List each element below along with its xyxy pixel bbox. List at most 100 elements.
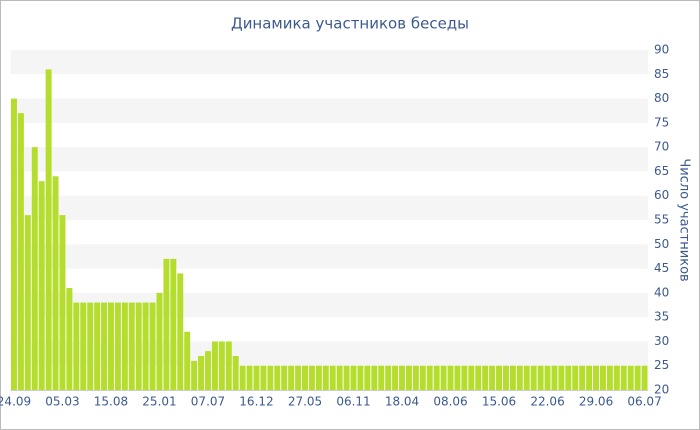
bar	[308, 365, 315, 390]
bar	[516, 365, 523, 390]
bar	[641, 365, 648, 390]
bar	[170, 258, 177, 390]
bar	[239, 365, 246, 390]
bar	[163, 258, 170, 390]
grid-band	[10, 195, 648, 220]
y-tick-label: 80	[654, 91, 669, 105]
bar	[135, 302, 142, 390]
y-axis-label: Число участников	[677, 158, 692, 281]
bar	[399, 365, 405, 390]
bar	[343, 365, 350, 390]
grid-band	[10, 244, 648, 269]
bar	[565, 365, 572, 390]
x-tick-label: 24.09	[0, 395, 31, 409]
bar	[392, 365, 399, 390]
bar	[121, 302, 128, 390]
bar	[66, 288, 73, 390]
x-tick-label: 08.06	[433, 395, 467, 409]
bar	[475, 365, 482, 390]
bar	[627, 365, 634, 390]
bar	[378, 365, 385, 390]
bar	[156, 292, 163, 390]
bar	[260, 365, 267, 390]
bar	[620, 365, 627, 390]
x-tick-label: 27.05	[288, 395, 322, 409]
bar	[295, 365, 302, 390]
y-tick-label: 35	[654, 310, 669, 324]
bar	[94, 302, 101, 390]
bar	[329, 365, 336, 390]
bar	[558, 365, 565, 390]
bar	[613, 365, 620, 390]
bar	[52, 176, 59, 390]
bar	[80, 302, 87, 390]
bar	[364, 365, 371, 390]
bar	[142, 302, 149, 390]
bar	[198, 356, 205, 390]
y-tick-label: 70	[654, 140, 669, 154]
bar	[336, 365, 343, 390]
bar	[10, 98, 17, 391]
bar	[38, 181, 45, 390]
bar	[482, 365, 489, 390]
bar	[530, 365, 537, 390]
bar	[315, 365, 322, 390]
bar	[184, 331, 191, 390]
bar	[302, 365, 308, 390]
x-tick-label: 15.08	[94, 395, 128, 409]
bar	[606, 365, 613, 390]
bar	[253, 365, 260, 390]
bar	[205, 351, 211, 390]
bar	[322, 365, 329, 390]
x-tick-label: 22.06	[530, 395, 564, 409]
bar	[599, 365, 606, 390]
bar	[385, 365, 392, 390]
x-tick-label: 15.06	[482, 395, 516, 409]
bar	[544, 365, 551, 390]
bar	[128, 302, 135, 390]
bar	[107, 302, 114, 390]
grid-band	[10, 98, 648, 123]
bar	[24, 215, 31, 390]
y-tick-label: 85	[654, 67, 669, 81]
bar	[211, 341, 218, 390]
bar	[225, 341, 232, 390]
bar	[177, 273, 184, 390]
x-tick-label: 25.01	[142, 395, 176, 409]
y-tick-label: 55	[654, 213, 669, 227]
y-tick-label: 50	[654, 237, 669, 251]
bar	[357, 365, 364, 390]
y-tick-label: 25	[654, 358, 669, 372]
x-tick-label: 06.11	[336, 395, 370, 409]
bar	[593, 365, 600, 390]
bar	[31, 147, 38, 390]
y-tick-label: 65	[654, 164, 669, 178]
bar	[191, 360, 198, 390]
bar	[218, 341, 225, 390]
grid-band	[10, 50, 648, 75]
bar	[405, 365, 412, 390]
y-tick-label: 30	[654, 334, 669, 348]
bar	[586, 365, 593, 390]
bar	[232, 356, 239, 390]
bar	[281, 365, 288, 390]
bar	[523, 365, 530, 390]
y-tick-label: 90	[654, 43, 669, 57]
bar	[59, 215, 66, 390]
bar	[114, 302, 121, 390]
bar	[371, 365, 378, 390]
bar	[149, 302, 156, 390]
bar	[461, 365, 468, 390]
bar	[489, 365, 496, 390]
bar	[447, 365, 454, 390]
grid-band	[10, 147, 648, 172]
bar	[496, 365, 502, 390]
bar	[537, 365, 544, 390]
bar	[288, 365, 295, 390]
x-tick-label: 06.07	[627, 395, 661, 409]
bar	[87, 302, 94, 390]
bar	[509, 365, 516, 390]
bar	[246, 365, 253, 390]
bar	[551, 365, 558, 390]
bar	[433, 365, 440, 390]
